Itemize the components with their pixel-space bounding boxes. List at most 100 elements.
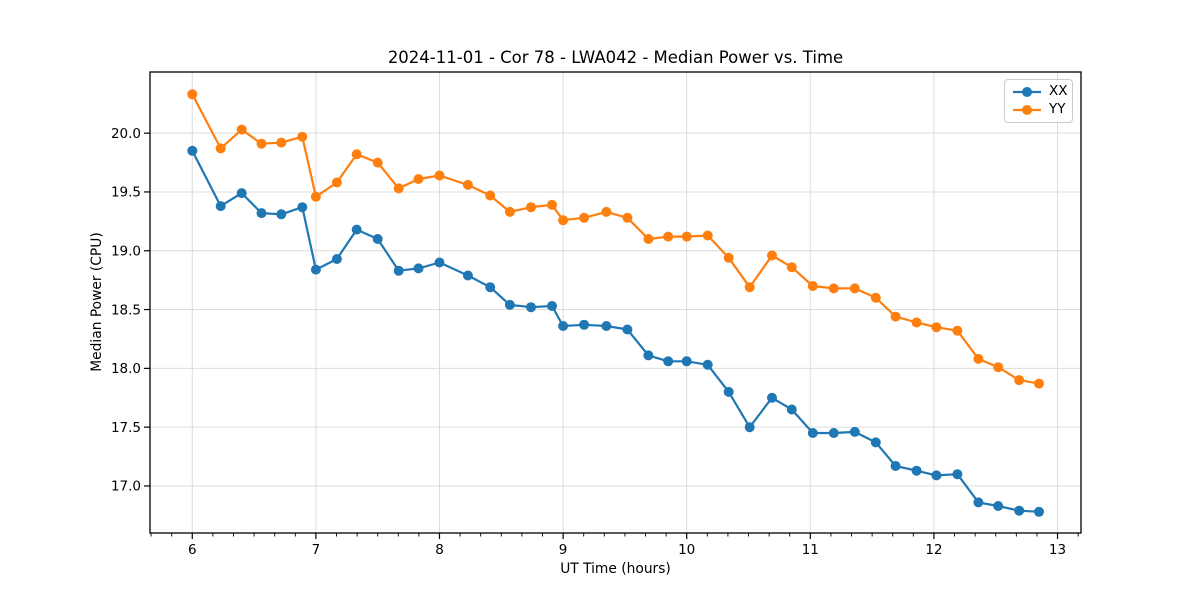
series-yy-marker bbox=[526, 202, 536, 213]
legend-marker-xx-icon bbox=[1013, 87, 1041, 97]
series-yy-marker bbox=[767, 250, 777, 261]
legend-entry-yy: YY bbox=[1012, 101, 1066, 119]
y-tick-label: 17.5 bbox=[111, 420, 141, 436]
series-yy-marker bbox=[504, 206, 515, 217]
chart-title: 2024-11-01 - Cor 78 - LWA042 - Median Po… bbox=[387, 48, 844, 67]
series-xx-marker bbox=[276, 209, 287, 220]
series-xx-marker bbox=[663, 356, 674, 367]
series-xx-marker bbox=[579, 319, 590, 330]
series-xx-marker bbox=[744, 422, 755, 433]
series-yy-marker bbox=[931, 322, 942, 333]
y-tick-label: 19.0 bbox=[111, 243, 141, 259]
series-yy-marker bbox=[973, 353, 984, 364]
series-xx-marker bbox=[310, 264, 321, 275]
series-yy-marker bbox=[351, 149, 362, 160]
series-xx-marker bbox=[547, 301, 557, 311]
series-yy-marker bbox=[215, 143, 226, 154]
series-yy-marker bbox=[393, 183, 404, 194]
series-xx-marker bbox=[351, 224, 362, 235]
series-xx-marker bbox=[434, 257, 445, 268]
series-xx-marker bbox=[828, 428, 839, 438]
series-xx-marker bbox=[643, 350, 654, 361]
series-xx-marker bbox=[911, 465, 922, 476]
series-yy-marker bbox=[256, 138, 267, 149]
series-xx-marker bbox=[601, 321, 612, 331]
series-yy-marker bbox=[993, 362, 1004, 373]
series-xx-marker bbox=[681, 356, 692, 367]
series-xx-marker bbox=[849, 426, 860, 437]
series-yy-marker bbox=[643, 234, 654, 244]
x-tick-label: 6 bbox=[188, 542, 197, 558]
series-yy-marker bbox=[1014, 375, 1025, 386]
series-xx-marker bbox=[504, 299, 515, 310]
y-tick-label: 18.5 bbox=[111, 302, 141, 318]
x-axis-label: UT Time (hours) bbox=[560, 561, 671, 577]
series-yy-marker bbox=[702, 230, 713, 241]
series-yy-marker bbox=[601, 206, 612, 217]
series-yy-marker bbox=[413, 174, 424, 184]
series-yy-marker bbox=[890, 311, 901, 322]
legend-entry-xx: XX bbox=[1012, 83, 1068, 101]
series-xx-marker bbox=[931, 470, 942, 481]
series-yy-marker bbox=[547, 199, 557, 210]
series-yy-marker bbox=[485, 190, 496, 201]
x-tick-label: 8 bbox=[435, 542, 444, 558]
legend-marker-yy-icon bbox=[1013, 105, 1041, 115]
series-xx-line bbox=[191, 149, 1041, 513]
series-yy-marker bbox=[434, 170, 445, 181]
series-xx-marker bbox=[807, 428, 818, 438]
series-yy-marker bbox=[663, 231, 674, 242]
series-yy-marker bbox=[744, 282, 755, 293]
x-tick-label: 13 bbox=[1049, 542, 1066, 558]
series-yy-marker bbox=[297, 131, 308, 142]
series-yy-marker bbox=[681, 231, 692, 242]
series-xx-marker bbox=[331, 254, 342, 264]
x-tick-label: 11 bbox=[802, 542, 819, 558]
series-yy-marker bbox=[849, 283, 860, 294]
y-axis-label: Median Power (CPU) bbox=[89, 232, 105, 372]
y-tick-label: 18.0 bbox=[111, 361, 141, 377]
series-yy-marker bbox=[236, 124, 247, 135]
legend-label-yy: YY bbox=[1049, 101, 1066, 118]
series-yy-marker bbox=[331, 177, 342, 188]
series-xx-marker bbox=[256, 208, 267, 219]
series-xx-marker bbox=[526, 302, 536, 313]
series-xx-marker bbox=[297, 202, 308, 213]
x-tick-label: 10 bbox=[678, 542, 695, 558]
series-yy-marker bbox=[187, 89, 198, 100]
y-tick-label: 19.5 bbox=[111, 185, 141, 201]
series-xx-marker bbox=[622, 324, 633, 335]
legend: XX YY bbox=[1004, 79, 1073, 123]
x-tick-label: 7 bbox=[312, 542, 321, 558]
series-yy-marker bbox=[723, 252, 734, 263]
series-yy-marker bbox=[579, 212, 590, 223]
y-tick-label: 17.0 bbox=[111, 479, 141, 495]
series-xx-marker bbox=[485, 282, 496, 293]
series-xx-marker bbox=[413, 263, 424, 274]
series-yy-marker bbox=[828, 283, 839, 294]
series-xx-marker bbox=[215, 201, 226, 212]
series-yy-marker bbox=[622, 212, 633, 223]
legend-label-xx: XX bbox=[1049, 83, 1068, 100]
series-yy-marker bbox=[372, 157, 383, 168]
series-xx-marker bbox=[993, 501, 1004, 511]
series-yy-marker bbox=[310, 191, 321, 202]
x-tick-label: 12 bbox=[925, 542, 942, 558]
series-yy-marker bbox=[870, 292, 881, 303]
series-xx-marker bbox=[462, 270, 473, 281]
series-xx-marker bbox=[973, 497, 984, 508]
series-xx-marker bbox=[393, 265, 404, 276]
series-xx-marker bbox=[952, 469, 963, 480]
series-xx-marker bbox=[372, 234, 383, 244]
series-xx-marker bbox=[786, 404, 797, 415]
series-xx-marker bbox=[870, 437, 881, 448]
series-xx-marker bbox=[702, 359, 713, 370]
series-yy-marker bbox=[911, 317, 922, 328]
series-xx-marker bbox=[558, 321, 569, 331]
series-xx-marker bbox=[767, 392, 777, 403]
series-xx-marker bbox=[890, 461, 901, 471]
series-yy-marker bbox=[786, 262, 797, 273]
series-xx-marker bbox=[236, 188, 247, 199]
